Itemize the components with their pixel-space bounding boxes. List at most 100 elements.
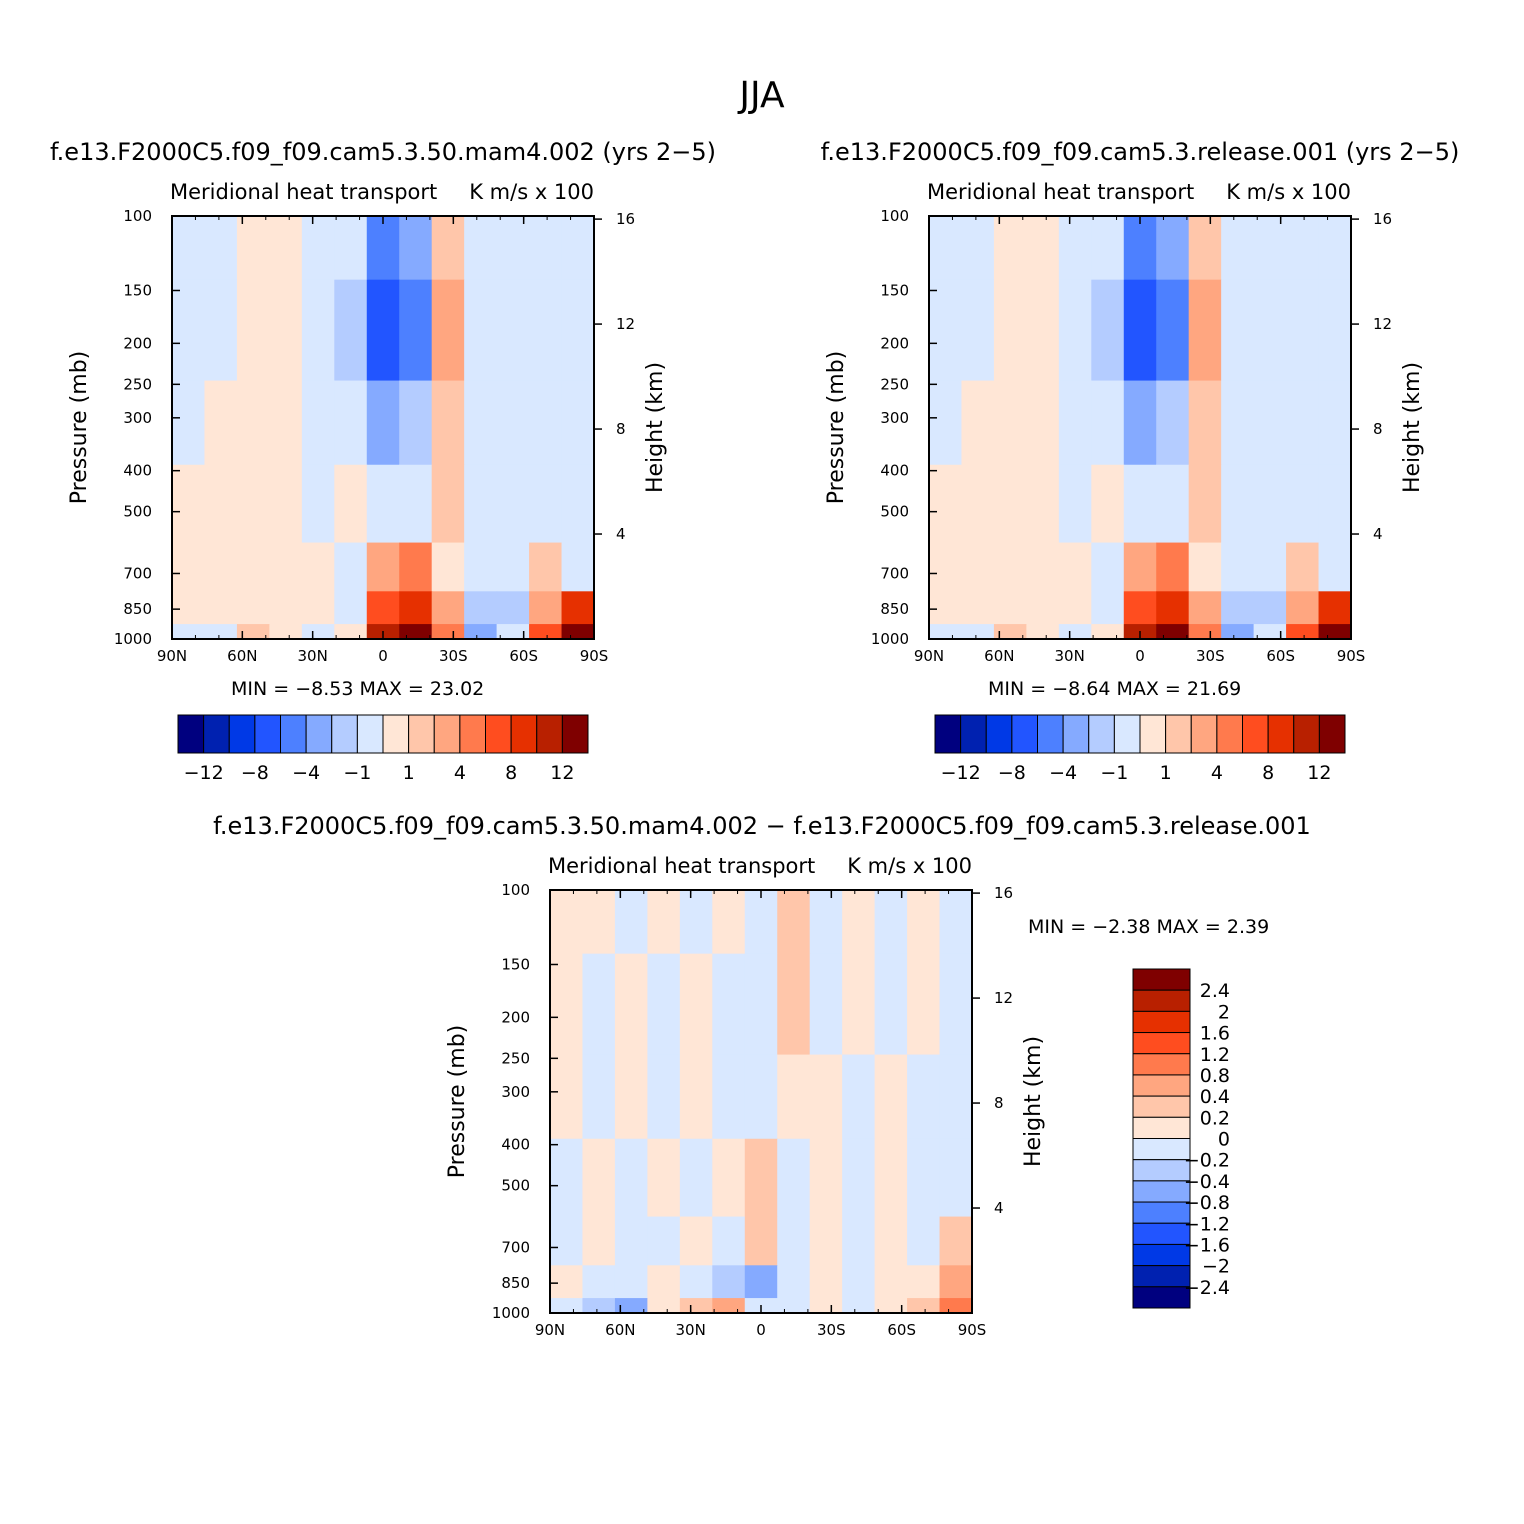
colorbar-swatch [1011,714,1038,754]
heatmap-cell [712,1298,746,1313]
heatmap-cell [907,1054,941,1140]
heatmap [172,216,594,639]
heatmap-cell [1253,591,1287,625]
heatmap-cell [712,1054,746,1140]
heatmap-cell [1221,380,1255,466]
heatmap-cell [1058,591,1092,625]
heatmap-cell [993,216,1027,281]
heatmap-cell [1286,279,1320,382]
heatmap-cell [269,542,303,592]
heatmap-cell [529,591,563,625]
heatmap-cell [647,890,681,955]
heatmap-cell [929,542,963,592]
colorbar-swatch [1190,714,1218,754]
heatmap-cell [874,953,908,1056]
x-tick-label: 30N [298,647,328,665]
heatmap-cell [1188,216,1222,281]
colorbar-swatch [1267,714,1295,754]
heatmap-cell [431,542,465,592]
heatmap-cell [679,1054,713,1140]
heatmap-cell [561,591,594,625]
heatmap-cell [464,542,498,592]
heatmap-cell [1318,279,1351,382]
y-tick-label: 100 [123,207,152,225]
colorbar-swatch [1113,714,1141,754]
heatmap-cell [744,1138,778,1218]
heatmap-cell [929,591,963,625]
heatmap-cell [1318,624,1351,639]
colorbar-swatch [459,714,486,754]
colorbar-swatch [331,714,358,754]
heatmap-cell [431,464,465,544]
heatmap-cell [907,890,941,955]
y-tick-label: 300 [123,409,152,427]
x-tick-label: 90S [580,647,609,665]
heatmap-cell [1286,591,1320,625]
heatmap-cell [929,216,963,281]
heatmap-cell [269,624,303,639]
heatmap-cell [777,953,811,1056]
heatmap-cell [496,624,530,639]
heatmap-cell [647,1138,681,1218]
heatmap-cell [1123,216,1157,281]
heatmap-cell [334,464,368,544]
heatmap-cell [236,464,270,544]
colorbar-swatch [177,714,205,754]
heatmap-cell [1026,624,1060,639]
heatmap-cell [366,542,400,592]
colorbar-swatch [1132,989,1191,1012]
y-tick-label: 500 [501,1177,530,1195]
heatmap-cell [777,1265,811,1299]
heatmap-cell [777,1216,811,1266]
variable-label: Meridional heat transport [170,180,437,204]
colorbar-swatch [1132,1201,1191,1224]
x-tick-label: 30N [1055,647,1085,665]
colorbar-label: 1.2 [1200,1044,1230,1066]
heatmap-cell [1156,380,1190,466]
colorbar-swatch [960,714,987,754]
heatmap-cell [939,1216,972,1266]
heatmap-cell [236,279,270,382]
x-tick-label: 30S [817,1321,846,1339]
heatmap-cell [679,890,713,955]
colorbar-swatch [1132,1159,1191,1182]
heatmap-cell [366,464,400,544]
heatmap-cell [809,1298,843,1313]
figure-title: JJA [737,75,785,116]
heatmap-cell [1188,591,1222,625]
x-tick-label: 30S [1196,647,1225,665]
x-tick-label: 30S [439,647,468,665]
heatmap-cell [1221,464,1255,544]
y-tick-label: 300 [880,409,909,427]
y-tick-label: 400 [880,462,909,480]
heatmap-cell [1156,542,1190,592]
heatmap-cell [1253,464,1287,544]
heatmap-cell [1091,380,1125,466]
heatmap-cell [744,953,778,1056]
colorbar-label: 12 [550,762,574,784]
heatmap-cell [399,591,433,625]
variable-label: Meridional heat transport [927,180,1194,204]
colorbar-swatch [1165,714,1192,754]
heatmap-cell [929,464,963,544]
colorbar-label: −12 [184,762,224,784]
heatmap-cell [1026,216,1060,281]
colorbar-swatch [1132,1243,1191,1267]
heatmap-cell [1091,216,1125,281]
heatmap-cell [1091,624,1125,639]
y-tick-label: 700 [880,564,909,582]
heatmap-cell [269,591,303,625]
heatmap-cell [172,624,206,639]
heatmap-cell [334,624,368,639]
heatmap-cell [399,624,433,639]
heatmap-cell [1286,216,1320,281]
heatmap-cell [842,1054,876,1140]
heatmap-cell [614,1054,648,1140]
heatmap-cell [301,216,335,281]
heatmap-cell [204,380,238,466]
heatmap-cell [961,542,995,592]
colorbar-swatch [1132,1032,1191,1055]
y-tick-label: 150 [123,281,152,299]
heatmap-cell [679,1265,713,1299]
heatmap-cell [744,1216,778,1266]
